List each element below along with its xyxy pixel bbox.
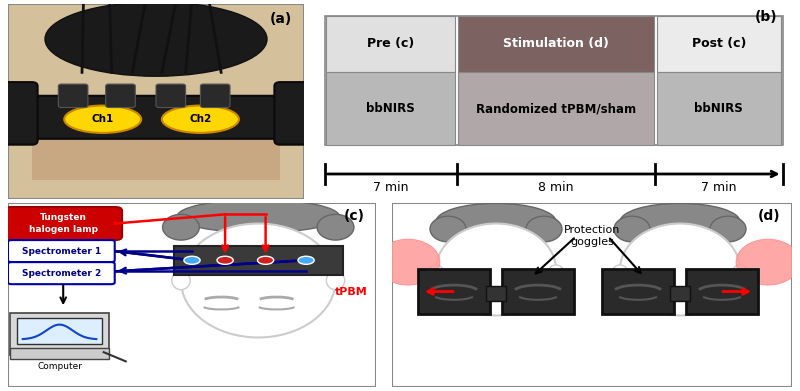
FancyBboxPatch shape xyxy=(8,240,114,262)
Ellipse shape xyxy=(317,214,354,240)
Text: Ch1: Ch1 xyxy=(91,114,114,124)
Text: Protection
goggles: Protection goggles xyxy=(564,225,620,247)
FancyBboxPatch shape xyxy=(502,269,574,314)
Ellipse shape xyxy=(436,203,556,240)
Ellipse shape xyxy=(172,271,190,290)
FancyBboxPatch shape xyxy=(8,4,304,199)
Text: Spectrometer 1: Spectrometer 1 xyxy=(22,247,101,256)
FancyBboxPatch shape xyxy=(18,318,102,344)
Ellipse shape xyxy=(428,265,444,282)
Text: (d): (d) xyxy=(758,209,780,223)
Ellipse shape xyxy=(430,216,466,242)
Text: (b): (b) xyxy=(755,10,778,24)
Text: Pre (c): Pre (c) xyxy=(367,38,414,50)
Text: 7 min: 7 min xyxy=(701,181,737,194)
Ellipse shape xyxy=(620,203,740,240)
Ellipse shape xyxy=(710,216,746,242)
FancyBboxPatch shape xyxy=(8,203,376,387)
FancyBboxPatch shape xyxy=(326,72,455,145)
Text: 7 min: 7 min xyxy=(373,181,409,194)
FancyBboxPatch shape xyxy=(156,84,186,108)
FancyBboxPatch shape xyxy=(458,16,654,72)
Ellipse shape xyxy=(45,2,267,76)
Circle shape xyxy=(258,256,274,264)
Ellipse shape xyxy=(732,265,748,282)
Text: Computer: Computer xyxy=(37,362,82,371)
Text: Post (c): Post (c) xyxy=(692,38,746,50)
FancyBboxPatch shape xyxy=(325,16,782,145)
FancyBboxPatch shape xyxy=(657,16,781,72)
Ellipse shape xyxy=(376,239,440,285)
FancyBboxPatch shape xyxy=(686,269,758,314)
Text: tPBM: tPBM xyxy=(335,287,368,296)
Ellipse shape xyxy=(620,224,740,316)
FancyBboxPatch shape xyxy=(670,286,690,301)
Ellipse shape xyxy=(526,216,562,242)
FancyBboxPatch shape xyxy=(274,82,310,145)
Text: 8 min: 8 min xyxy=(538,181,574,194)
Text: bbNIRS: bbNIRS xyxy=(694,102,743,115)
Ellipse shape xyxy=(436,224,556,316)
Text: Stimulation (d): Stimulation (d) xyxy=(503,38,609,50)
FancyBboxPatch shape xyxy=(32,131,280,180)
Circle shape xyxy=(217,256,234,264)
FancyBboxPatch shape xyxy=(392,203,792,387)
Ellipse shape xyxy=(178,200,339,233)
FancyBboxPatch shape xyxy=(174,246,343,275)
Text: Randomized tPBM/sham: Randomized tPBM/sham xyxy=(476,102,636,115)
FancyBboxPatch shape xyxy=(418,269,490,314)
FancyBboxPatch shape xyxy=(326,16,455,72)
FancyBboxPatch shape xyxy=(4,207,122,240)
FancyBboxPatch shape xyxy=(657,72,781,145)
Text: (c): (c) xyxy=(344,209,365,223)
FancyBboxPatch shape xyxy=(486,286,506,301)
Text: Spectrometer 2: Spectrometer 2 xyxy=(22,269,101,278)
Ellipse shape xyxy=(181,224,335,337)
Ellipse shape xyxy=(162,106,239,133)
FancyBboxPatch shape xyxy=(17,96,295,139)
FancyBboxPatch shape xyxy=(200,84,230,108)
Ellipse shape xyxy=(736,239,800,285)
FancyBboxPatch shape xyxy=(10,313,109,355)
Ellipse shape xyxy=(326,271,345,290)
FancyBboxPatch shape xyxy=(602,269,674,314)
Ellipse shape xyxy=(548,265,564,282)
Circle shape xyxy=(298,256,314,264)
FancyBboxPatch shape xyxy=(8,262,114,284)
Ellipse shape xyxy=(64,106,141,133)
Text: (a): (a) xyxy=(270,12,292,26)
Ellipse shape xyxy=(162,214,199,240)
Text: Tungsten
halogen lamp: Tungsten halogen lamp xyxy=(29,213,98,233)
Text: Ch2: Ch2 xyxy=(190,114,211,124)
Text: bbNIRS: bbNIRS xyxy=(366,102,415,115)
Ellipse shape xyxy=(612,265,628,282)
FancyBboxPatch shape xyxy=(10,348,109,359)
FancyBboxPatch shape xyxy=(58,84,88,108)
FancyBboxPatch shape xyxy=(106,84,135,108)
FancyBboxPatch shape xyxy=(458,72,654,145)
FancyBboxPatch shape xyxy=(2,82,38,145)
Ellipse shape xyxy=(614,216,650,242)
Circle shape xyxy=(184,256,200,264)
